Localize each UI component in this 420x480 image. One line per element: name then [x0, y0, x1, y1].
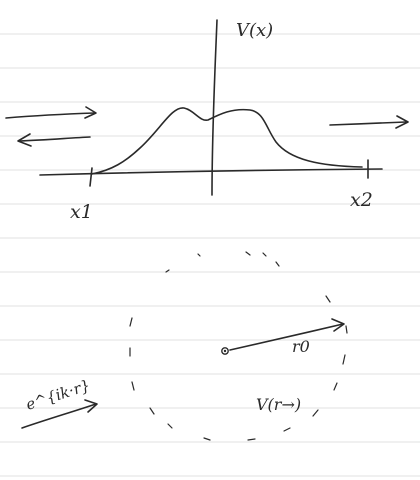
radius-arrow [230, 319, 344, 350]
dashed-boundary-circle [130, 252, 347, 440]
potential-vertical-axis [212, 20, 217, 195]
potential-curve [92, 108, 362, 174]
potential-label: V(x) [236, 20, 273, 41]
left-boundary-label: x1 [70, 201, 93, 223]
origin-dot [224, 350, 226, 352]
right-boundary-label: x2 [350, 189, 373, 211]
ruled-lines [0, 34, 420, 476]
scattering-diagram: r0 V(r→) e^{ik·r} [22, 252, 347, 440]
incoming-arrow-right-left [6, 107, 96, 118]
scattering-potential-label: V(r→) [256, 395, 301, 414]
transmitted-arrow-right [330, 116, 408, 128]
tick-x1 [90, 168, 92, 186]
radius-label: r0 [292, 337, 310, 356]
potential-barrier-diagram: V(x) x1 x2 [6, 20, 408, 223]
